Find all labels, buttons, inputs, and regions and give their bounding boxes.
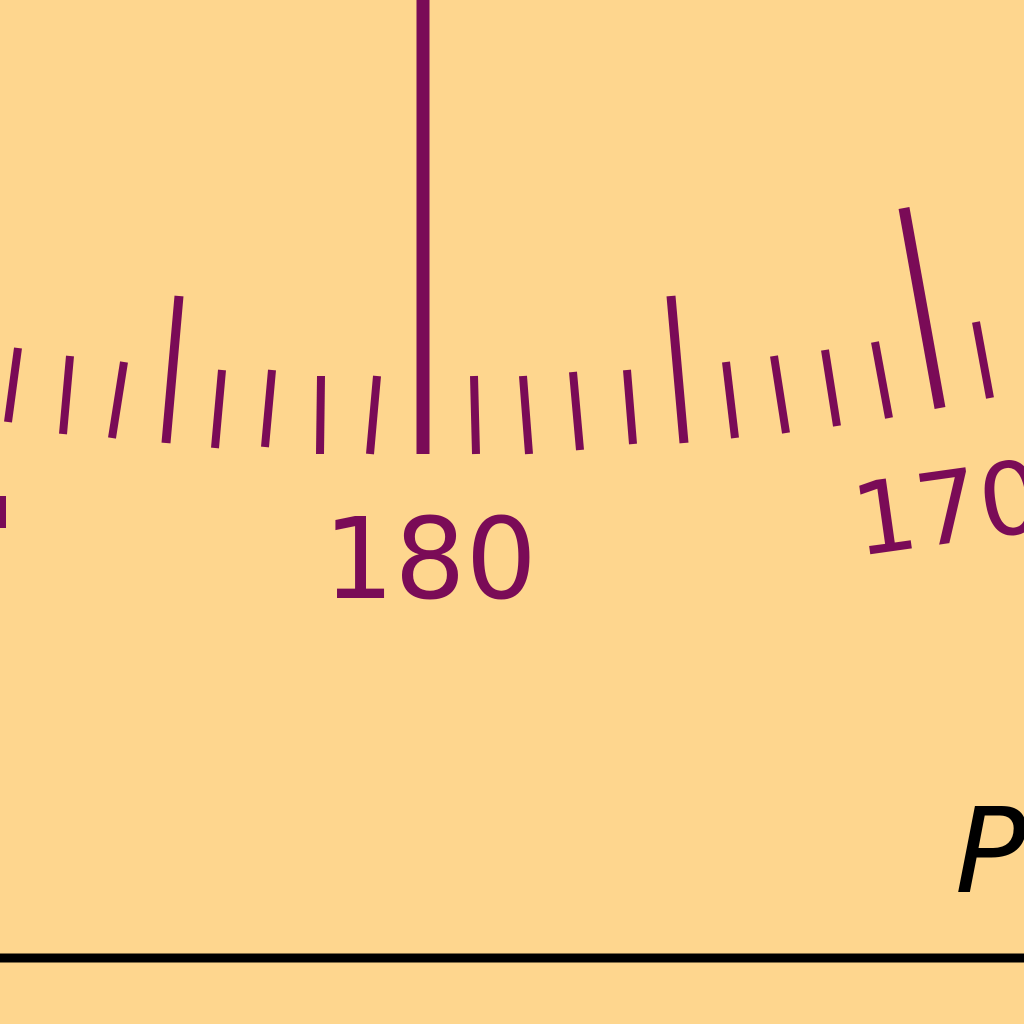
tick-mark <box>4 347 22 423</box>
tick-mark <box>666 295 689 444</box>
tick-mark <box>470 375 480 455</box>
tick-mark <box>161 295 184 444</box>
tick-mark <box>821 349 841 427</box>
point-label-p: P <box>955 782 1024 920</box>
tick-marks <box>0 207 994 528</box>
tick-mark <box>59 355 74 435</box>
tick-mark <box>770 355 790 434</box>
tick-mark <box>261 369 276 448</box>
tick-mark <box>519 375 533 455</box>
tick-mark <box>569 371 584 451</box>
tick-mark <box>108 361 128 439</box>
tick-mark <box>898 207 946 409</box>
label-170: 170 <box>845 437 1024 579</box>
tick-mark <box>316 375 325 455</box>
label-180: 180 <box>323 495 537 625</box>
tick-mark <box>211 369 226 449</box>
tick-mark <box>972 321 994 399</box>
tick-mark <box>722 361 739 439</box>
tick-mark <box>366 375 381 455</box>
tick-mark <box>871 341 893 419</box>
tick-mark <box>623 369 637 445</box>
